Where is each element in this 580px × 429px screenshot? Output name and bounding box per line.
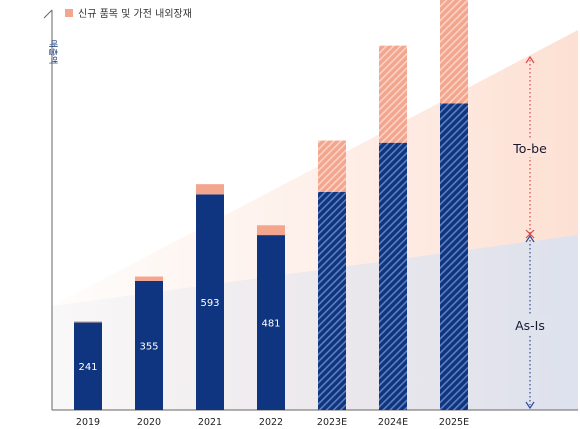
asis-label: As-Is bbox=[515, 318, 545, 333]
value-label-2021: 593 bbox=[200, 298, 219, 309]
bar-base-2020 bbox=[135, 280, 163, 410]
bar-base-2021 bbox=[196, 194, 224, 410]
value-label-2020: 355 bbox=[139, 341, 158, 352]
value-label-2022: 481 bbox=[261, 319, 280, 330]
bar-base-2025E bbox=[440, 103, 468, 411]
bars bbox=[74, 0, 468, 411]
tobe-cross-b bbox=[525, 229, 535, 239]
asis-arrow-head-bottom bbox=[525, 401, 535, 410]
tobe-arrow-head-top bbox=[525, 55, 535, 64]
bar-new-items-2022 bbox=[257, 225, 285, 236]
bar-new-items-2025E bbox=[440, 0, 468, 104]
asis-label-bg bbox=[508, 316, 552, 334]
x-tick-2022: 2022 bbox=[259, 417, 283, 428]
bar-base-2019 bbox=[74, 322, 102, 410]
bar-base-2022 bbox=[257, 235, 285, 410]
value-label-2019: 241 bbox=[78, 362, 97, 373]
tobe-label: To-be bbox=[512, 141, 547, 156]
x-tick-labels: 2019 2020 2021 2022 2023E 2024E 2025E bbox=[76, 417, 469, 428]
bar-base-2024E bbox=[379, 142, 407, 410]
legend-label: 신규 품목 및 가전 내외장재 bbox=[78, 8, 192, 20]
bar-new-items-2024E bbox=[379, 45, 407, 143]
x-tick-2019: 2019 bbox=[76, 417, 100, 428]
x-tick-2023E: 2023E bbox=[317, 417, 347, 428]
y-axis-label: 매출액 bbox=[47, 40, 59, 65]
x-tick-2021: 2021 bbox=[198, 417, 222, 428]
x-tick-2024E: 2024E bbox=[378, 417, 408, 428]
bar-new-items-2019 bbox=[74, 321, 102, 323]
asis-arrow-head-top bbox=[525, 234, 535, 243]
bar-new-items-2020 bbox=[135, 276, 163, 281]
y-axis-cap bbox=[43, 9, 53, 19]
x-tick-2020: 2020 bbox=[137, 417, 161, 428]
bar-base-2023E bbox=[318, 191, 346, 410]
value-labels: 241 355 593 481 bbox=[78, 298, 280, 373]
bar-new-items-2023E bbox=[318, 140, 346, 192]
bar-new-items-2021 bbox=[196, 184, 224, 195]
x-tick-2025E: 2025E bbox=[439, 417, 469, 428]
tobe-label-bg bbox=[508, 139, 552, 157]
legend-swatch bbox=[65, 9, 73, 17]
